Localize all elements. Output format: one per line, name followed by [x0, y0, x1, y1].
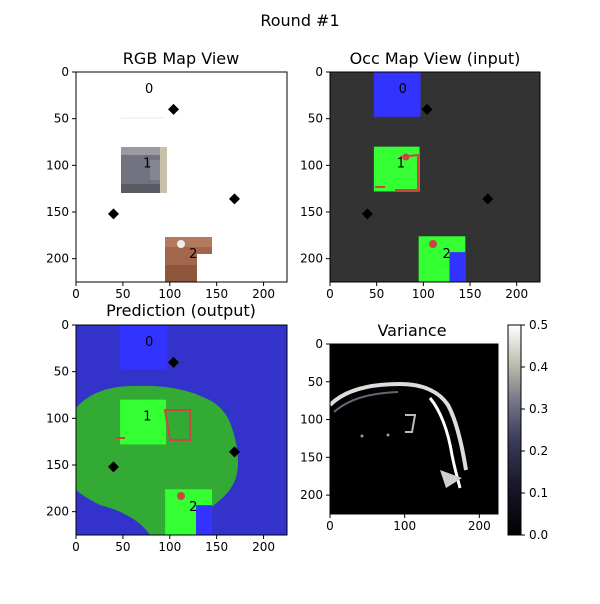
blue-region-0 [120, 325, 167, 370]
x-tick-label: 100 [158, 540, 181, 554]
x-tick-label: 150 [205, 540, 228, 554]
goal-marker [228, 193, 240, 205]
x-tick-label: 100 [158, 287, 181, 301]
region-label: 0 [145, 82, 153, 97]
panel-rgb-map: 0 1 2 0 50 100 150 200 0 50 100 150 200 [46, 65, 288, 301]
y-tick-label: 150 [300, 450, 323, 464]
x-tick-label: 50 [369, 287, 384, 301]
y-tick-label: 200 [300, 252, 323, 266]
panel-title-variance: Variance [377, 321, 446, 340]
plot-area-variance [330, 344, 498, 514]
colorbar-tick-label: 0.5 [529, 318, 548, 332]
plot-frame-occ [329, 71, 541, 283]
y-tick-label: 100 [46, 411, 69, 425]
region-label: 0 [145, 335, 153, 350]
region-label: 2 [443, 247, 451, 262]
y-tick-label: 50 [54, 365, 69, 379]
region-label: 1 [143, 409, 151, 424]
plot-frame-prediction [75, 324, 288, 536]
image-patch-1 [121, 147, 167, 193]
goal-marker [421, 103, 433, 115]
plot-frame-rgb [75, 71, 288, 283]
y-tick-label: 0 [315, 337, 323, 351]
colorbar-tick-label: 0.2 [529, 444, 548, 458]
panel-title-prediction: Prediction (output) [106, 301, 256, 320]
colorbar-tick-label: 0.0 [529, 528, 548, 542]
goal-marker [108, 208, 120, 220]
variance-pattern [330, 381, 468, 489]
x-tick-label: 50 [115, 287, 130, 301]
x-tick-label: 0 [326, 287, 334, 301]
x-tick-label: 200 [468, 519, 491, 533]
region-label: 1 [143, 156, 151, 171]
y-tick-label: 50 [54, 112, 69, 126]
region-label: 0 [399, 82, 407, 97]
goal-marker [361, 208, 373, 220]
colorbar [507, 324, 522, 536]
panel-occ-map: 0 1 2 0 50 100 150 200 0 50 100 150 200 [300, 65, 541, 301]
y-tick-label: 50 [308, 375, 323, 389]
robot-trace-occ [375, 153, 437, 248]
goal-marker [168, 103, 180, 115]
robot-trace-prediction [115, 409, 191, 500]
x-tick-label: 150 [459, 287, 482, 301]
x-tick-label: 200 [505, 287, 528, 301]
x-tick-label: 100 [393, 519, 416, 533]
panel-variance: 0 100 200 0 50 100 150 200 0.0 0.1 0.2 0.3 0.4 0.5 [300, 318, 548, 542]
x-tick-label: 0 [72, 287, 80, 301]
panel-title-rgb: RGB Map View [123, 49, 239, 68]
plot-frame-variance [329, 343, 499, 515]
green-region-1 [373, 146, 420, 192]
image-patch-2 [165, 237, 212, 282]
y-tick-label: 100 [46, 158, 69, 172]
goal-marker [482, 193, 494, 205]
y-tick-label: 0 [61, 65, 69, 79]
y-tick-label: 150 [46, 205, 69, 219]
y-tick-label: 0 [315, 65, 323, 79]
blue-region-0 [373, 72, 421, 117]
y-tick-label: 50 [308, 112, 323, 126]
x-tick-label: 200 [252, 287, 275, 301]
x-tick-label: 50 [115, 540, 130, 554]
y-tick-label: 100 [300, 413, 323, 427]
x-tick-label: 0 [326, 519, 334, 533]
y-tick-label: 100 [300, 158, 323, 172]
colorbar-tick-label: 0.3 [529, 402, 548, 416]
x-tick-label: 150 [205, 287, 228, 301]
y-tick-label: 150 [46, 458, 69, 472]
goal-marker [228, 446, 240, 458]
y-tick-label: 150 [300, 205, 323, 219]
x-tick-label: 0 [72, 540, 80, 554]
figure-title: Round #1 [260, 11, 339, 30]
goal-marker [108, 461, 120, 473]
goal-marker [168, 356, 180, 368]
region-label: 2 [189, 247, 197, 262]
blue-region-2 [449, 252, 466, 282]
y-tick-label: 0 [61, 318, 69, 332]
green-region-1 [120, 399, 167, 445]
region-label: 2 [189, 500, 197, 515]
colorbar-tick-label: 0.4 [529, 360, 548, 374]
y-tick-label: 200 [300, 488, 323, 502]
x-tick-label: 200 [252, 540, 275, 554]
blue-region-2 [196, 505, 212, 535]
colorbar-tick-label: 0.1 [529, 486, 548, 500]
y-tick-label: 200 [46, 505, 69, 519]
y-tick-label: 200 [46, 252, 69, 266]
panel-prediction: 0 1 2 0 50 100 150 200 0 50 100 150 200 [46, 318, 288, 554]
panel-title-occ: Occ Map View (input) [350, 49, 521, 68]
x-tick-label: 100 [412, 287, 435, 301]
region-label: 1 [397, 156, 405, 171]
